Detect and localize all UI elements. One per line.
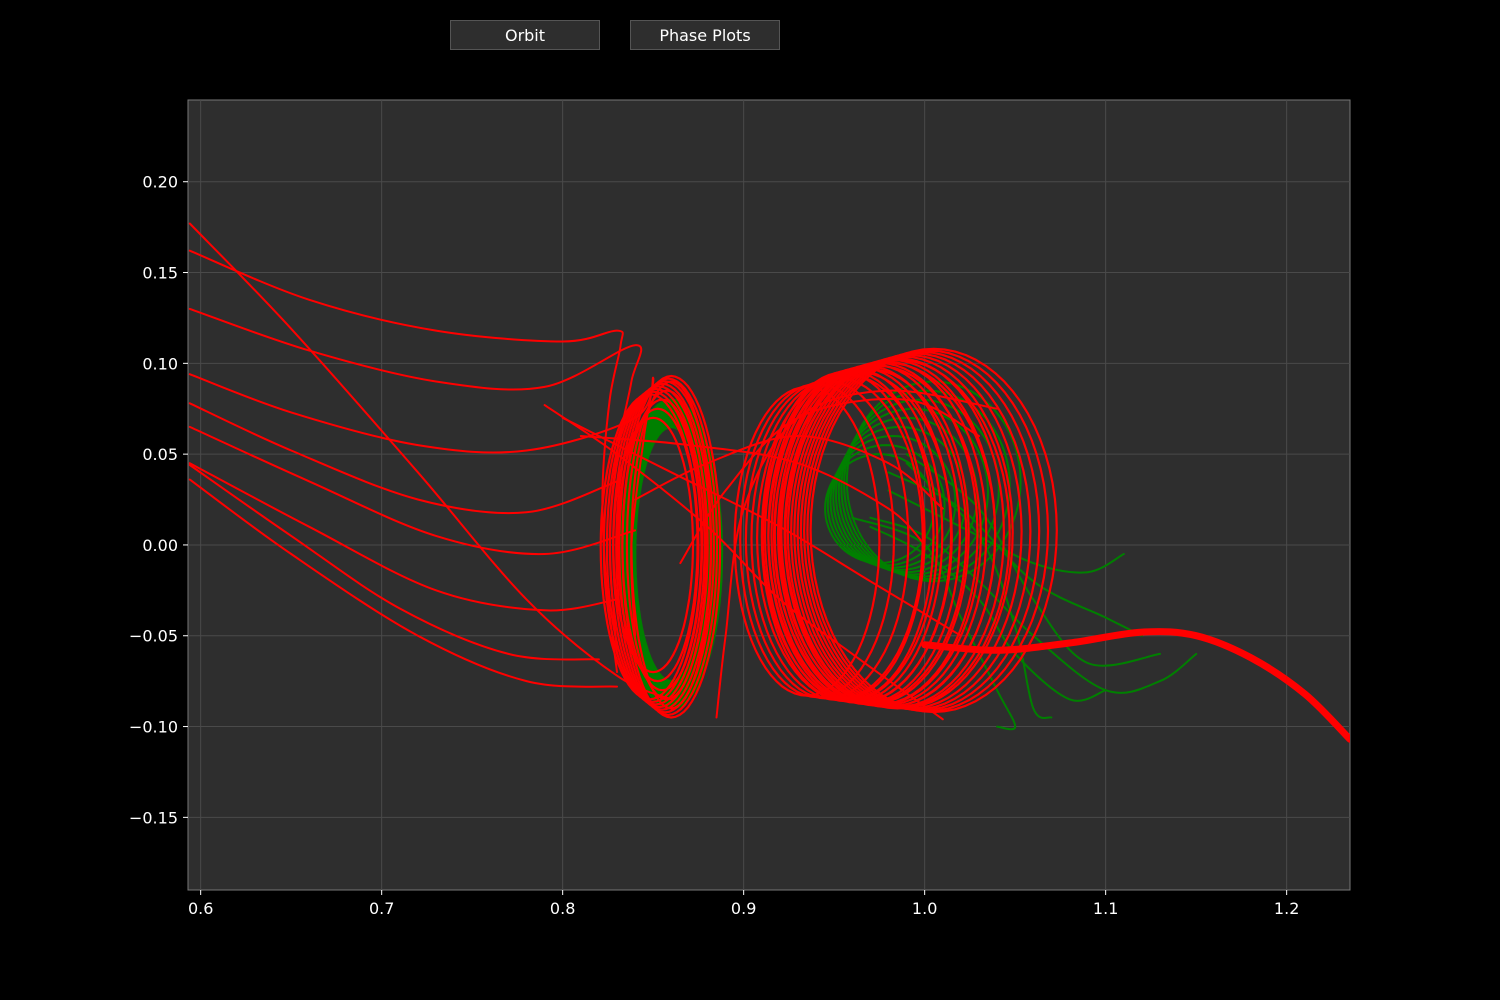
red-spiral — [796, 354, 1023, 710]
red-spiral — [806, 349, 1050, 713]
red-spiral — [778, 361, 997, 709]
red-loop — [605, 387, 706, 706]
red-loop — [599, 393, 700, 701]
green-trajectory — [887, 471, 1143, 637]
red-loop — [625, 389, 708, 701]
red-trajectory — [188, 425, 637, 556]
red-spiral — [776, 363, 970, 705]
red-trajectory — [188, 402, 618, 515]
red-spiral — [803, 350, 1041, 712]
data-layer — [188, 222, 1350, 743]
red-trajectory — [188, 373, 655, 637]
green-trajectory — [851, 516, 1017, 731]
red-tail — [921, 628, 1350, 743]
y-tick-label: 0.15 — [142, 264, 178, 283]
green-spiral — [826, 444, 946, 567]
red-spiral — [744, 379, 910, 700]
red-spiral — [809, 347, 1058, 714]
y-tick-label: −0.05 — [129, 627, 178, 646]
red-loop — [621, 398, 704, 692]
x-tick-label: 0.6 — [188, 899, 213, 918]
x-tick-label: 1.1 — [1093, 899, 1118, 918]
x-tick-label: 0.9 — [731, 899, 756, 918]
red-loop — [618, 377, 719, 716]
green-spiral — [824, 453, 935, 565]
green-spiral — [840, 398, 1000, 578]
y-tick-label: −0.10 — [129, 718, 178, 737]
red-loop — [630, 380, 713, 710]
x-tick-label: 1.2 — [1274, 899, 1299, 918]
y-tick-label: −0.15 — [129, 808, 178, 827]
axis-ticks: 0.6 0.7 0.8 0.9 1.0 1.1 1.2 0.20 0.15 0.10 0.05 0.0… — [129, 173, 1299, 918]
red-trajectory — [188, 478, 618, 688]
red-spiral — [733, 385, 881, 697]
red-spiral — [767, 367, 968, 706]
plot-area — [187, 99, 1351, 891]
red-spiral — [799, 352, 1032, 711]
red-spiral — [772, 364, 982, 707]
red-spiral — [784, 358, 1011, 710]
red-spiral — [761, 370, 953, 704]
y-tick-label: 0.10 — [142, 354, 178, 373]
x-tick-label: 0.8 — [550, 899, 575, 918]
red-spiral — [793, 355, 1014, 709]
red-spiral — [739, 382, 895, 699]
red-spiral — [780, 361, 979, 706]
x-tick-label: 1.0 — [912, 899, 937, 918]
red-spiral — [763, 369, 935, 702]
red-trajectory — [188, 464, 600, 661]
red-spiral — [750, 376, 924, 701]
green-spiral — [845, 380, 1022, 583]
red-loop — [616, 407, 699, 683]
phase-plots-button[interactable]: Phase Plots — [630, 20, 780, 50]
red-loop — [612, 416, 695, 674]
red-trajectory — [188, 462, 618, 612]
y-tick-label: 0.00 — [142, 536, 178, 555]
y-tick-label: 0.05 — [142, 445, 178, 464]
red-trajectory — [188, 222, 673, 701]
red-spiral — [756, 373, 939, 703]
x-tick-label: 0.7 — [369, 899, 394, 918]
y-tick-label: 0.20 — [142, 173, 178, 192]
orbit-button[interactable]: Orbit — [450, 20, 600, 50]
